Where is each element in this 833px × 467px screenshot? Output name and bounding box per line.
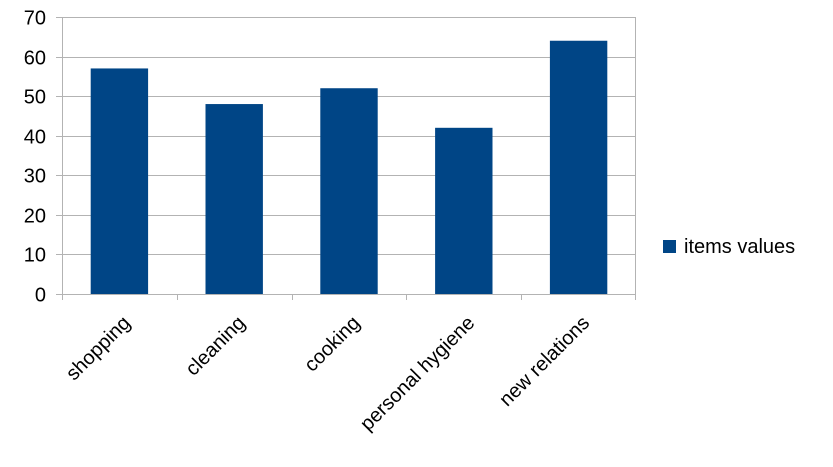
y-tick-label: 0 xyxy=(35,285,46,307)
x-tick-label: cleaning xyxy=(181,312,249,380)
x-tick-label: shopping xyxy=(62,312,135,385)
bar-personal-hygiene xyxy=(435,127,493,294)
y-tick-label: 20 xyxy=(24,206,46,228)
y-tick-label: 50 xyxy=(24,87,46,109)
y-axis-tick-labels: 0 10 20 30 40 50 60 70 xyxy=(24,8,46,307)
legend-label: items values xyxy=(684,236,795,258)
x-tick-label: cooking xyxy=(300,312,364,376)
axes xyxy=(56,17,636,300)
y-tick-label: 70 xyxy=(24,8,46,30)
y-tick-label: 30 xyxy=(24,166,46,188)
x-tick-label: new relations xyxy=(495,312,594,411)
bar-shopping xyxy=(90,68,149,294)
y-tick-label: 40 xyxy=(24,127,46,149)
x-tick-label: personal hygiene xyxy=(356,312,479,435)
y-tick-label: 10 xyxy=(24,245,46,267)
y-tick-label: 60 xyxy=(24,48,46,70)
bars xyxy=(90,40,608,294)
bar-new-relations xyxy=(549,40,608,294)
bar-cooking xyxy=(320,88,378,294)
bar-cleaning xyxy=(205,104,263,294)
legend-swatch xyxy=(663,240,676,253)
legend: items values xyxy=(663,236,795,258)
